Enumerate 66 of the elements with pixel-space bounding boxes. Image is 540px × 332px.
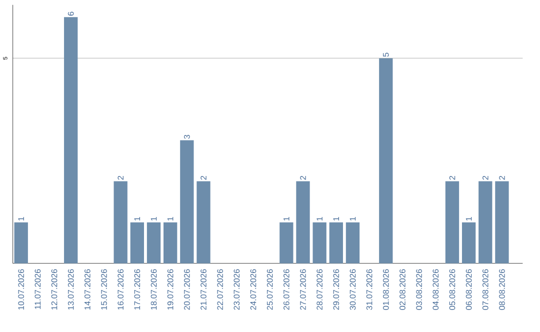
bar (346, 222, 360, 264)
bar (130, 222, 144, 264)
data-label: 1 (333, 217, 339, 221)
x-tick-label: 26.07.2026 (283, 269, 290, 310)
bar (114, 181, 128, 264)
x-tick-label: 18.07.2026 (150, 269, 157, 310)
bar (495, 181, 509, 264)
x-tick-label: 28.07.2026 (316, 269, 322, 310)
bar (280, 222, 294, 264)
bar (64, 17, 78, 264)
x-tick-label: 27.07.2026 (300, 269, 306, 310)
x-tick-label: 31.07.2026 (366, 269, 372, 310)
x-tick-label: 06.08.2026 (466, 269, 472, 310)
data-label: 1 (134, 217, 140, 221)
x-tick-label: 22.07.2026 (217, 269, 224, 310)
x-tick-label: 16.07.2026 (118, 269, 124, 310)
bar (312, 222, 326, 264)
x-tick-label: 13.07.2026 (68, 269, 74, 310)
bar (329, 222, 343, 264)
x-tick-label: 02.08.2026 (400, 269, 406, 310)
data-label: 1 (18, 217, 24, 221)
bar (478, 181, 492, 264)
x-tick-label: 04.08.2026 (432, 269, 439, 310)
x-tick-label: 25.07.2026 (266, 269, 273, 310)
data-label: 1 (350, 217, 356, 221)
data-label: 2 (200, 176, 206, 180)
data-label: 5 (383, 52, 389, 57)
x-tick-label: 20.07.2026 (184, 269, 190, 310)
x-tick-label: 24.07.2026 (250, 269, 256, 310)
data-label: 1 (284, 217, 290, 221)
bar (462, 222, 476, 264)
data-label: 1 (168, 217, 174, 221)
data-label: 2 (449, 176, 456, 180)
bar (164, 222, 178, 264)
x-tick-label: 14.07.2026 (84, 269, 90, 310)
data-label: 1 (316, 217, 322, 221)
bar (445, 181, 460, 264)
x-tick-label: 15.07.2026 (101, 269, 107, 310)
data-label: 2 (300, 176, 306, 180)
x-tick-label: 10.07.2026 (18, 269, 24, 310)
x-tick-label: 21.07.2026 (200, 269, 206, 310)
data-label: 2 (482, 176, 488, 180)
x-tick-label: 07.08.2026 (482, 269, 488, 310)
bar (180, 140, 194, 264)
x-tick-label: 12.07.2026 (51, 269, 58, 310)
bar (379, 58, 393, 264)
bar (296, 181, 310, 264)
x-tick-label: 05.08.2026 (449, 269, 456, 310)
data-label: 3 (184, 135, 190, 139)
bar (146, 222, 161, 264)
x-tick-label: 03.08.2026 (416, 269, 422, 310)
x-tick-label: 08.08.2026 (499, 269, 505, 310)
data-label: 1 (466, 217, 472, 221)
bar (14, 222, 28, 264)
x-tick-label: 11.07.2026 (34, 269, 41, 310)
data-label: 6 (68, 12, 74, 16)
data-label: 2 (499, 176, 505, 180)
x-tick-label: 29.07.2026 (333, 269, 340, 310)
bar (196, 181, 210, 264)
data-label: 1 (150, 217, 157, 221)
x-tick-label: 17.07.2026 (134, 269, 140, 310)
x-tick-label: 19.07.2026 (167, 269, 174, 310)
x-tick-label: 23.07.2026 (234, 269, 240, 310)
data-label: 2 (118, 176, 124, 180)
x-tick-label: 30.07.2026 (350, 269, 356, 310)
x-tick-label: 01.08.2026 (382, 269, 389, 310)
